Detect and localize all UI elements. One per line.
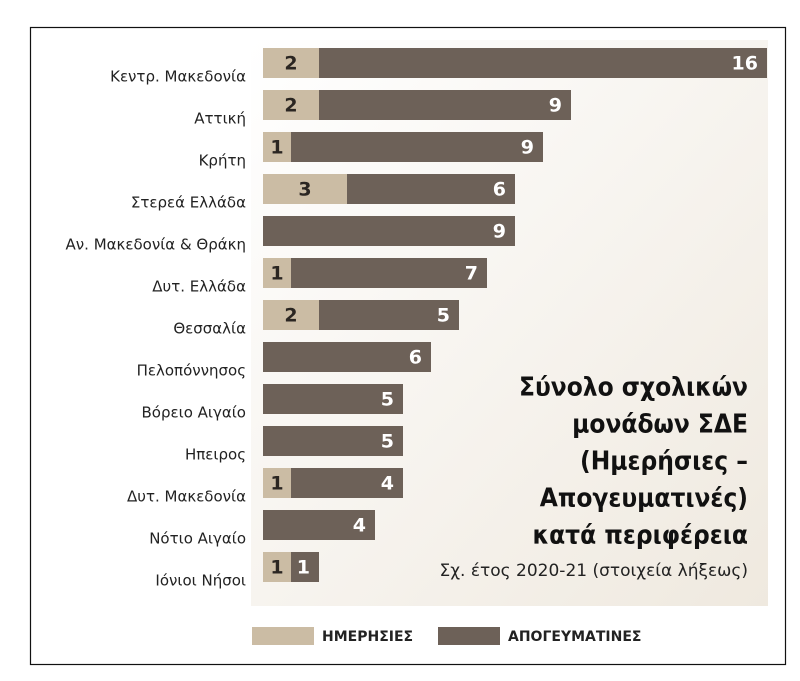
value-label: 5 bbox=[381, 431, 394, 453]
value-label: 6 bbox=[409, 347, 422, 369]
category-label: Βόρειο Αιγαίο bbox=[142, 404, 246, 422]
bar-segment bbox=[291, 258, 487, 288]
value-label: 16 bbox=[732, 53, 758, 75]
bar-segment bbox=[263, 342, 431, 372]
legend-label: ΑΠΟΓΕΥΜΑΤΙΝΕΣ bbox=[508, 629, 641, 645]
subtitle: Σχ. έτος 2020-21 (στοιχεία λήξεως) bbox=[439, 561, 748, 581]
bar-segment bbox=[263, 258, 291, 288]
value-label: 1 bbox=[270, 263, 283, 285]
legend-swatch bbox=[252, 627, 314, 645]
bar-segment bbox=[263, 174, 347, 204]
category-label: Κρήτη bbox=[199, 152, 246, 170]
category-label: Ηπειρος bbox=[185, 446, 246, 464]
category-label: Δυτ. Μακεδονία bbox=[127, 488, 246, 506]
bar-segment bbox=[263, 132, 291, 162]
bar-segment bbox=[263, 552, 291, 582]
value-label: 4 bbox=[353, 515, 366, 537]
value-label: 2 bbox=[284, 95, 297, 117]
value-label: 2 bbox=[284, 305, 297, 327]
value-label: 4 bbox=[381, 473, 394, 495]
value-label: 5 bbox=[437, 305, 450, 327]
bar-segment bbox=[347, 174, 515, 204]
bar-segment bbox=[319, 48, 767, 78]
value-label: 1 bbox=[297, 557, 310, 579]
value-label: 6 bbox=[493, 179, 506, 201]
bar-segment bbox=[291, 132, 543, 162]
bar-segment bbox=[319, 90, 571, 120]
category-label: Αν. Μακεδονία & Θράκη bbox=[66, 236, 246, 254]
category-label: Στερεά Ελλάδα bbox=[131, 194, 246, 212]
bar-segment bbox=[291, 468, 403, 498]
chart-title: μονάδων ΣΔΕ bbox=[572, 410, 748, 440]
chart-title: Σύνολο σχολικών bbox=[519, 373, 748, 403]
category-label: Θεσσαλία bbox=[173, 320, 246, 338]
value-label: 7 bbox=[465, 263, 478, 285]
bar-segment bbox=[263, 468, 291, 498]
bar-segment bbox=[291, 552, 319, 582]
legend-swatch bbox=[438, 627, 500, 645]
value-label: 3 bbox=[298, 179, 311, 201]
bar-segment bbox=[263, 48, 319, 78]
chart-title: κατά περιφέρεια bbox=[532, 521, 748, 551]
value-label: 9 bbox=[493, 221, 506, 243]
value-label: 9 bbox=[521, 137, 534, 159]
bar-segment bbox=[263, 384, 403, 414]
category-label: Ιόνιοι Νήσοι bbox=[155, 572, 246, 590]
bar-segment bbox=[263, 216, 515, 246]
bar-segment bbox=[319, 300, 459, 330]
value-label: 1 bbox=[270, 137, 283, 159]
value-label: 1 bbox=[270, 557, 283, 579]
category-label: Πελοπόννησος bbox=[137, 362, 246, 380]
category-label: Αττική bbox=[194, 110, 246, 128]
value-label: 1 bbox=[270, 473, 283, 495]
bar-segment bbox=[263, 510, 375, 540]
bar-segment bbox=[263, 90, 319, 120]
category-label: Κεντρ. Μακεδονία bbox=[110, 68, 246, 86]
bar-segment bbox=[263, 426, 403, 456]
value-label: 2 bbox=[284, 53, 297, 75]
chart-title: Απογευματινές) bbox=[540, 484, 748, 514]
category-label: Νότιο Αιγαίο bbox=[149, 530, 246, 548]
chart-title: (Ημερήσιες – bbox=[580, 447, 748, 477]
bar-segment bbox=[263, 300, 319, 330]
legend-label: ΗΜΕΡΗΣΙΕΣ bbox=[322, 629, 413, 645]
value-label: 9 bbox=[549, 95, 562, 117]
category-label: Δυτ. Ελλάδα bbox=[152, 278, 246, 296]
value-label: 5 bbox=[381, 389, 394, 411]
